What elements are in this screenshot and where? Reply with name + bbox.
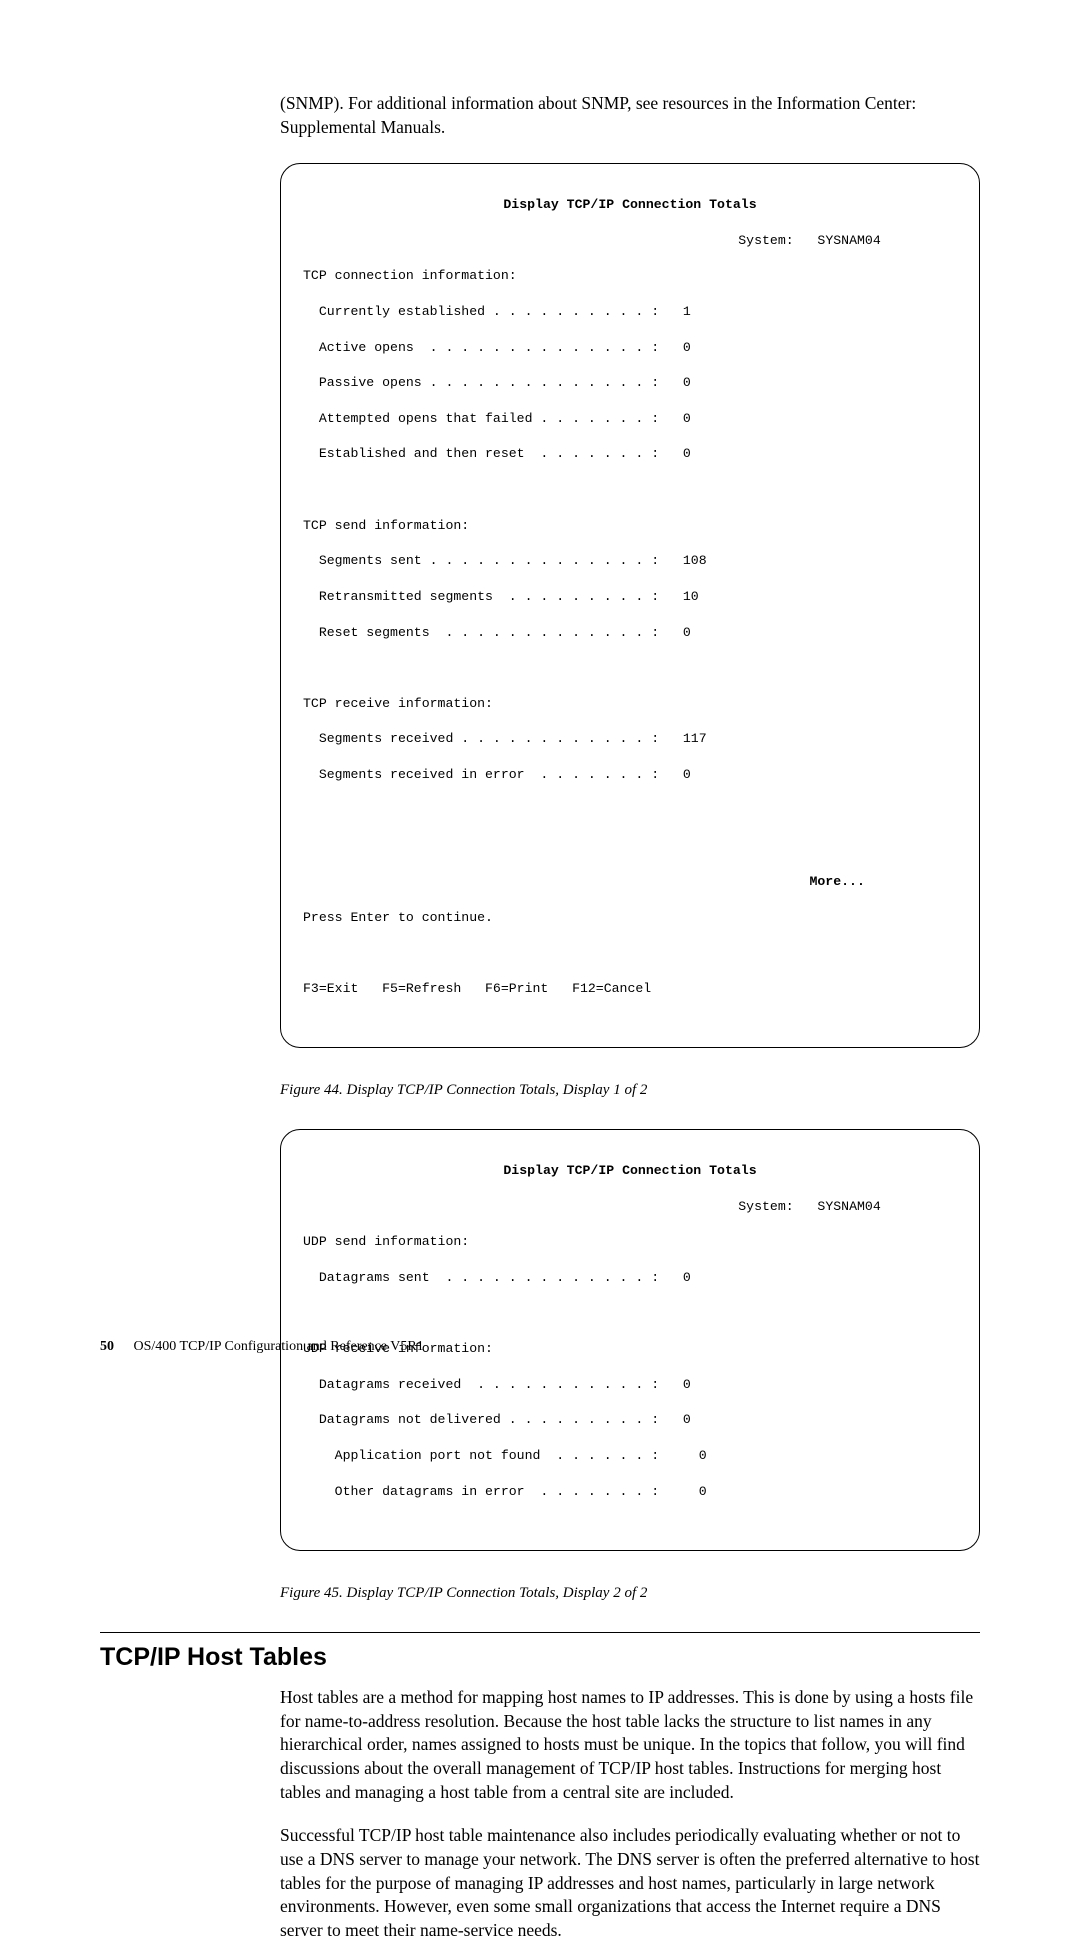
table-row: Currently established . . . . . . . . . … [303, 303, 957, 321]
function-keys: F3=Exit F5=Refresh F6=Print F12=Cancel [303, 980, 957, 998]
tcp-conn-header: TCP connection information: [303, 267, 957, 285]
section-divider [100, 1632, 980, 1633]
book-title: OS/400 TCP/IP Configuration and Referenc… [134, 1339, 424, 1354]
table-row: Datagrams received . . . . . . . . . . .… [303, 1376, 957, 1394]
more-indicator: More... [303, 873, 957, 891]
figure-caption-45: Figure 45. Display TCP/IP Connection Tot… [280, 1585, 980, 1602]
body-paragraph-2: Successful TCP/IP host table maintenance… [280, 1824, 980, 1942]
table-row: Passive opens . . . . . . . . . . . . . … [303, 374, 957, 392]
press-enter: Press Enter to continue. [303, 909, 957, 927]
table-row: Established and then reset . . . . . . .… [303, 445, 957, 463]
body-paragraph-1: Host tables are a method for mapping hos… [280, 1686, 980, 1804]
table-row: Datagrams not delivered . . . . . . . . … [303, 1411, 957, 1429]
tcp-send-header: TCP send information: [303, 517, 957, 535]
table-row: Other datagrams in error . . . . . . . :… [303, 1483, 957, 1501]
table-row: Segments received in error . . . . . . .… [303, 766, 957, 784]
page-number: 50 [100, 1339, 114, 1354]
terminal2-system-line: System: SYSNAM04 [303, 1198, 957, 1216]
terminal-display-1: Display TCP/IP Connection Totals System:… [280, 163, 980, 1048]
page-footer: 50 OS/400 TCP/IP Configuration and Refer… [100, 1339, 424, 1355]
section-heading-host-tables: TCP/IP Host Tables [100, 1643, 980, 1672]
table-row: Datagrams sent . . . . . . . . . . . . .… [303, 1269, 957, 1287]
table-row: Active opens . . . . . . . . . . . . . .… [303, 339, 957, 357]
table-row: Application port not found . . . . . . :… [303, 1447, 957, 1465]
table-row: Segments received . . . . . . . . . . . … [303, 730, 957, 748]
figure-caption-44: Figure 44. Display TCP/IP Connection Tot… [280, 1082, 980, 1099]
terminal2-title: Display TCP/IP Connection Totals [303, 1162, 957, 1180]
table-row: Reset segments . . . . . . . . . . . . .… [303, 624, 957, 642]
tcp-recv-header: TCP receive information: [303, 695, 957, 713]
table-row: Segments sent . . . . . . . . . . . . . … [303, 552, 957, 570]
table-row: Retransmitted segments . . . . . . . . .… [303, 588, 957, 606]
udp-send-header: UDP send information: [303, 1233, 957, 1251]
intro-paragraph: (SNMP). For additional information about… [280, 92, 980, 139]
table-row: Attempted opens that failed . . . . . . … [303, 410, 957, 428]
terminal1-system-line: System: SYSNAM04 [303, 232, 957, 250]
terminal1-title: Display TCP/IP Connection Totals [303, 196, 957, 214]
